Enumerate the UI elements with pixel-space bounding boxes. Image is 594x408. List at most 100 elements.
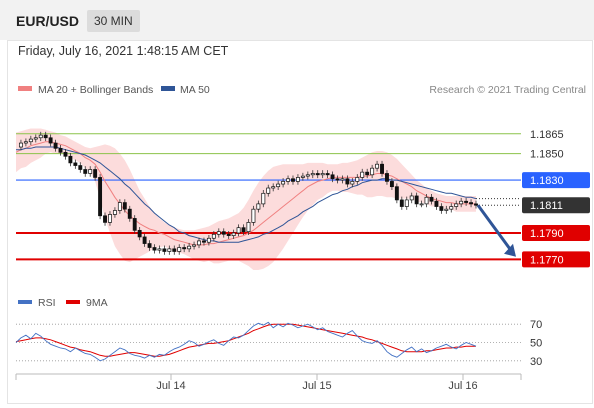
candle-body	[459, 200, 464, 205]
x-axis: Jul 14 Jul 15 Jul 16	[15, 373, 522, 392]
support-label: 1.1790	[530, 228, 564, 240]
price-plot: 1.1865 1.1850 1.1830 1.1811 1.1790 1.1770	[15, 128, 590, 270]
candle-body	[88, 169, 93, 174]
legend-swatch-9ma	[66, 300, 80, 304]
candle-body	[43, 134, 48, 139]
candle-body	[315, 173, 320, 176]
candle-body	[454, 203, 459, 207]
candle-body	[221, 231, 226, 235]
candle-body	[231, 232, 236, 236]
timeframe-badge[interactable]: 30 MIN	[87, 10, 140, 32]
candle-body	[122, 202, 127, 210]
support-tag	[522, 224, 590, 241]
candle-body	[409, 195, 414, 201]
support-label: 1.1770	[530, 254, 564, 266]
candle-body	[103, 215, 107, 223]
candle-body	[295, 177, 300, 182]
candle-body	[464, 200, 469, 203]
last-price-label: 1.1811	[530, 200, 563, 212]
x-tick-label: Jul 14	[156, 380, 185, 392]
candle-body	[340, 178, 345, 181]
candle-body	[355, 177, 360, 182]
candle-body	[380, 163, 384, 174]
candle-body	[73, 162, 78, 166]
x-tick-label: Jul 15	[302, 380, 331, 392]
candle-body	[404, 199, 409, 207]
candle-body	[345, 178, 350, 185]
candle-body	[226, 233, 231, 236]
candle-body	[291, 178, 295, 182]
ma50-line	[16, 146, 477, 243]
candle-body	[68, 155, 73, 164]
candle-body	[152, 247, 157, 251]
candle-body	[157, 248, 162, 251]
candle-body	[137, 229, 142, 238]
candle-body	[112, 210, 117, 215]
candle-body	[330, 174, 335, 180]
candle-body	[350, 181, 355, 185]
candle-body	[241, 227, 246, 233]
candle-body	[142, 236, 147, 244]
legend-swatch-ma50	[161, 86, 175, 91]
rsi-legend: RSI 9MA	[18, 297, 108, 309]
rsi-plot: 70 50 30	[15, 319, 542, 368]
symbol-title: EUR/USD	[16, 13, 80, 29]
candle-body	[63, 151, 68, 157]
candle-body	[300, 175, 305, 178]
candle-body	[38, 134, 43, 139]
candle-body	[360, 171, 365, 178]
candle-body	[276, 183, 281, 188]
candle-body	[182, 247, 187, 250]
ma20-line	[15, 141, 476, 246]
candle-body	[177, 247, 182, 252]
legend-label-ma50: MA 50	[180, 84, 210, 96]
x-tick-label: Jul 16	[448, 380, 477, 392]
candle-body	[93, 169, 98, 178]
candle-body	[127, 208, 132, 219]
candle-body	[474, 203, 478, 206]
candle-body	[439, 206, 444, 211]
candle-body	[389, 181, 394, 188]
resistance-label: 1.1850	[530, 149, 564, 161]
candle-body	[23, 141, 28, 144]
candle-body	[53, 142, 58, 149]
support-tag	[522, 251, 590, 268]
candle-body	[286, 178, 290, 182]
candle-body	[192, 244, 197, 247]
rsi-level-label: 30	[530, 356, 542, 368]
candle-body	[385, 173, 389, 182]
candle-body	[187, 245, 192, 250]
legend-label-rsi: RSI	[38, 297, 56, 309]
rsi-ma-line	[15, 323, 476, 357]
candle-body	[78, 165, 83, 170]
last-price-tag	[522, 197, 590, 214]
candle-body	[167, 248, 172, 252]
header-bar: EUR/USD 30 MIN	[0, 0, 594, 40]
candle-body	[444, 208, 449, 211]
candle-body	[216, 231, 221, 235]
price-legend: MA 20 + Bollinger Bands MA 50	[18, 84, 210, 96]
candle-body	[325, 173, 330, 176]
candle-body	[33, 137, 38, 140]
resistance-label: 1.1865	[530, 129, 564, 141]
candle-body	[246, 222, 251, 233]
bollinger-band	[16, 128, 476, 270]
candle-body	[399, 199, 404, 207]
candle-body	[370, 167, 375, 176]
candle-body	[48, 137, 53, 144]
candle-body	[266, 187, 271, 194]
candle-body	[375, 163, 380, 169]
candle-body	[335, 178, 340, 181]
pivot-tag	[522, 172, 590, 189]
candle-body	[162, 248, 167, 252]
credit-text: Research © 2021 Trading Central	[429, 84, 586, 96]
candle-body	[261, 192, 266, 205]
candle-body	[449, 206, 454, 210]
rsi-level-label: 50	[530, 338, 542, 350]
candle-body	[202, 240, 206, 243]
candle-body	[429, 196, 434, 202]
candle-body	[132, 218, 137, 231]
candle-body	[98, 177, 103, 217]
candle-body	[147, 243, 152, 248]
